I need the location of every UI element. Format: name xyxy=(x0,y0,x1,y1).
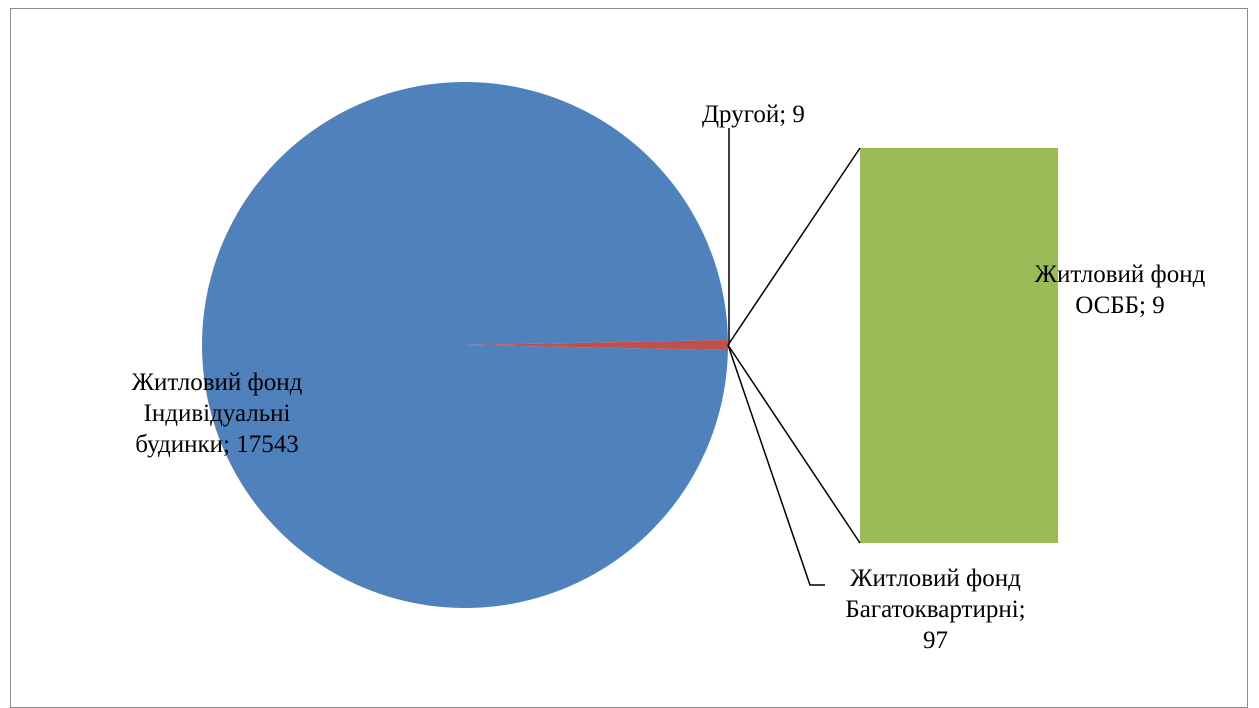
pie-slice-other xyxy=(465,340,728,350)
label-individual: Житловий фонд Індивідуальні будинки; 175… xyxy=(131,369,303,458)
connector-bottom xyxy=(727,344,861,544)
pie xyxy=(202,81,728,608)
bar-of-pie xyxy=(860,148,1058,543)
connector-lines xyxy=(727,128,861,586)
label-other: Другой; 9 xyxy=(702,101,805,128)
label-multi: Житловий фонд Багатоквартирні; 97 xyxy=(845,565,1026,654)
label-osbb: Житловий фонд ОСББ; 9 xyxy=(1034,261,1206,319)
connector-top xyxy=(727,147,861,346)
pie-slice-individual xyxy=(202,81,728,608)
bar-segment-osbb xyxy=(860,148,1058,543)
leader-multi xyxy=(727,344,825,586)
chart-plot xyxy=(202,81,1058,608)
